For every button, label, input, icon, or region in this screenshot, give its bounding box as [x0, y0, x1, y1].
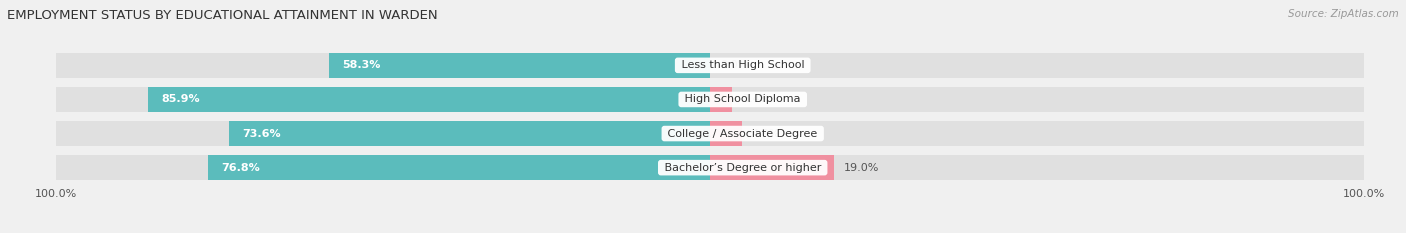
Text: 0.0%: 0.0%: [720, 60, 748, 70]
Text: 19.0%: 19.0%: [844, 163, 879, 173]
Text: High School Diploma: High School Diploma: [682, 94, 804, 104]
Text: Less than High School: Less than High School: [678, 60, 808, 70]
Bar: [56, 53, 1364, 78]
Text: 4.9%: 4.9%: [752, 129, 780, 139]
Bar: [710, 121, 742, 146]
Bar: [329, 53, 710, 78]
Text: 76.8%: 76.8%: [221, 163, 260, 173]
Bar: [56, 87, 1364, 112]
Text: College / Associate Degree: College / Associate Degree: [665, 129, 821, 139]
Bar: [56, 121, 1364, 146]
Bar: [208, 155, 710, 180]
Text: 3.4%: 3.4%: [742, 94, 770, 104]
Text: 73.6%: 73.6%: [242, 129, 281, 139]
Text: Bachelor’s Degree or higher: Bachelor’s Degree or higher: [661, 163, 825, 173]
Bar: [229, 121, 710, 146]
Text: 58.3%: 58.3%: [342, 60, 380, 70]
Text: Source: ZipAtlas.com: Source: ZipAtlas.com: [1288, 9, 1399, 19]
Bar: [149, 87, 710, 112]
Bar: [710, 155, 834, 180]
Text: 85.9%: 85.9%: [162, 94, 200, 104]
Text: EMPLOYMENT STATUS BY EDUCATIONAL ATTAINMENT IN WARDEN: EMPLOYMENT STATUS BY EDUCATIONAL ATTAINM…: [7, 9, 437, 22]
Bar: [710, 87, 733, 112]
Bar: [56, 155, 1364, 180]
